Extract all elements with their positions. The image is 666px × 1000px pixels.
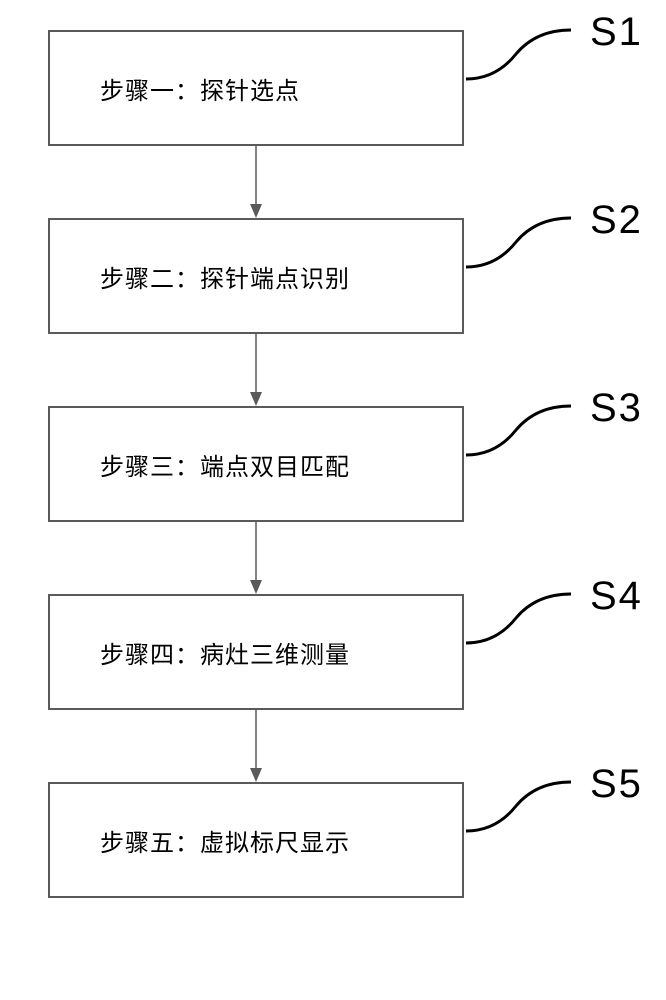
callout-label-4: S4	[590, 574, 643, 619]
callout-label-2: S2	[590, 198, 643, 243]
step-text-2: 步骤二：探针端点识别	[100, 259, 350, 294]
step-text-1: 步骤一：探针选点	[100, 71, 300, 106]
callout-curve-1	[466, 24, 586, 94]
callout-label-1: S1	[590, 10, 643, 55]
step-box-1: 步骤一：探针选点 S1	[48, 30, 464, 146]
step-box-3: 步骤三：端点双目匹配 S3	[48, 406, 464, 522]
arrow-1	[48, 146, 464, 218]
flowchart-container: 步骤一：探针选点 S1 步骤二：探针端点识别 S2 步骤三：端点双目匹配 S3	[48, 30, 608, 898]
step-text-3: 步骤三：端点双目匹配	[100, 447, 350, 482]
callout-curve-4	[466, 588, 586, 658]
arrow-2	[48, 334, 464, 406]
callout-curve-3	[466, 400, 586, 470]
step-text-4: 步骤四：病灶三维测量	[100, 635, 350, 670]
callout-curve-2	[466, 212, 586, 282]
arrow-3	[48, 522, 464, 594]
callout-label-3: S3	[590, 386, 643, 431]
step-box-2: 步骤二：探针端点识别 S2	[48, 218, 464, 334]
step-box-4: 步骤四：病灶三维测量 S4	[48, 594, 464, 710]
step-text-5: 步骤五：虚拟标尺显示	[100, 823, 350, 858]
callout-curve-5	[466, 776, 586, 846]
step-box-5: 步骤五：虚拟标尺显示 S5	[48, 782, 464, 898]
arrow-4	[48, 710, 464, 782]
callout-label-5: S5	[590, 762, 643, 807]
